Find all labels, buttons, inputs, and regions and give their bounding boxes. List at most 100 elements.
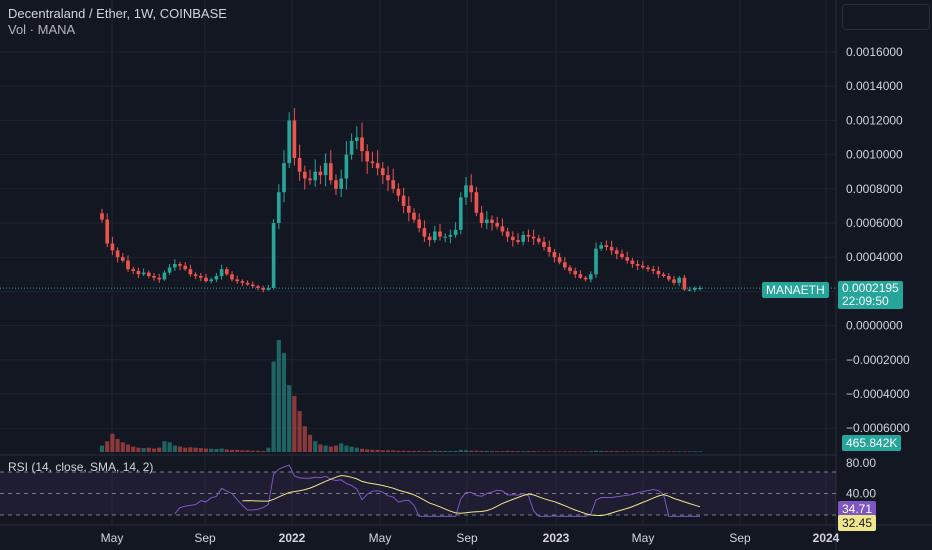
candle-body	[193, 274, 198, 277]
volume-bar	[583, 451, 588, 452]
top-right-box[interactable]	[842, 4, 930, 30]
rsi-axis-label-80: 80.00	[846, 456, 876, 470]
volume-bar	[146, 447, 151, 452]
rsi-line	[174, 464, 700, 517]
volume-bar	[515, 451, 521, 452]
volume-bar	[250, 450, 255, 452]
volume-bar	[458, 449, 463, 452]
volume-bar	[495, 451, 500, 452]
volume-bar	[645, 451, 651, 452]
candle-body	[375, 163, 380, 169]
volume-bar	[671, 451, 677, 452]
volume-bar	[640, 451, 645, 452]
candle-body	[162, 272, 167, 280]
volume-bar	[697, 451, 703, 452]
candle-body	[204, 277, 208, 282]
volume-bar	[630, 451, 635, 452]
candle-body	[458, 197, 463, 230]
volume-subtitle: Vol · MANA	[8, 22, 76, 37]
candles	[100, 108, 702, 293]
candle-body	[188, 269, 193, 275]
volume-bar	[411, 450, 417, 452]
volume-bar	[177, 446, 183, 452]
volume-bar	[339, 443, 344, 452]
candle-body	[484, 219, 489, 223]
volume-bar	[354, 447, 359, 452]
volume-bar	[666, 451, 671, 452]
volume-bar	[151, 448, 157, 452]
volume-bar	[255, 450, 261, 452]
price-tick-label: 0.0014000	[846, 79, 903, 93]
candle-body	[131, 269, 136, 271]
candle-body	[308, 178, 312, 181]
time-axis-label: May	[101, 531, 124, 545]
volume-bar	[619, 451, 625, 452]
volume-bar	[541, 451, 547, 452]
volume-bar	[229, 449, 235, 452]
candle-body	[152, 276, 156, 278]
volume-bar	[162, 441, 167, 452]
volume-bar	[198, 448, 203, 452]
volume-bar	[682, 451, 687, 452]
time-axis-label: 2024	[813, 531, 840, 545]
price-tick-label: 0.0004000	[846, 250, 903, 264]
volume-bar	[141, 448, 146, 452]
candle-body	[526, 234, 531, 237]
volume-bar	[245, 450, 250, 452]
rsi-axis-label-40: 40.00	[846, 487, 876, 501]
volume-bar	[474, 450, 479, 452]
rsi-sma-tag: 32.45	[838, 515, 877, 531]
volume-bar	[552, 451, 557, 452]
candle-body	[666, 276, 671, 280]
volume-bar	[157, 447, 162, 452]
candle-body	[651, 269, 656, 271]
volume-bar	[344, 445, 349, 452]
candle-body	[339, 178, 344, 189]
candle-body	[594, 248, 598, 275]
time-axis-label: May	[632, 531, 655, 545]
volume-bar	[349, 446, 354, 452]
volume-bars	[99, 340, 703, 452]
volume-bar	[562, 451, 567, 452]
volume-bar	[677, 451, 682, 452]
volume-bar	[183, 447, 188, 452]
candle-body	[536, 238, 541, 242]
volume-bar	[505, 450, 510, 452]
volume-bar	[463, 450, 469, 452]
candle-body	[646, 267, 650, 270]
candle-body	[396, 188, 401, 196]
price-tick-label: 0.0006000	[846, 216, 903, 230]
volume-bar	[333, 445, 339, 452]
candle-body	[692, 287, 697, 290]
volume-bar	[271, 361, 276, 452]
price-tick-label: −0.0004000	[846, 387, 910, 401]
volume-bar	[224, 449, 229, 452]
candle-body	[521, 234, 526, 242]
candle-body	[516, 240, 520, 242]
price-tick-label: 0.0016000	[846, 45, 903, 59]
candle-body	[323, 163, 328, 176]
candle-body	[427, 236, 432, 241]
candle-body	[552, 252, 557, 258]
price-tick-label: 0.0008000	[846, 182, 903, 196]
rsi-value-tag: 34.71	[838, 501, 877, 517]
candle-body	[261, 287, 266, 290]
candle-body	[510, 236, 515, 241]
candle-body	[292, 120, 297, 159]
candle-body	[682, 277, 687, 290]
volume-bar	[599, 450, 604, 452]
volume-bar	[313, 441, 318, 452]
volume-bar	[307, 434, 313, 452]
candle-body	[370, 161, 375, 164]
candle-body	[573, 270, 578, 275]
volume-bar	[588, 451, 593, 452]
candle-body	[214, 276, 219, 280]
candle-body	[245, 282, 250, 285]
candle-body	[100, 213, 104, 220]
volume-bar	[609, 451, 614, 452]
volume-bar	[131, 446, 136, 452]
volume-bar	[281, 352, 287, 452]
volume-bar	[105, 441, 110, 452]
candle-body	[614, 250, 619, 254]
